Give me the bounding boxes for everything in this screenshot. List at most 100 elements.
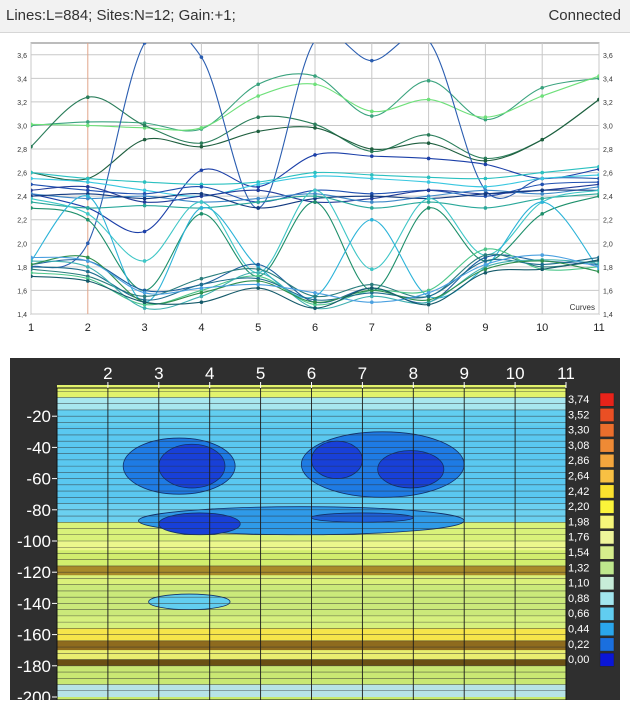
legend-swatch <box>599 499 615 514</box>
legend-label: 2,42 <box>568 486 589 498</box>
series-point <box>86 259 90 263</box>
series-point <box>142 290 147 295</box>
series-point <box>313 122 317 127</box>
curves-corner-label: Curves <box>570 303 595 312</box>
y-tick-label-left: 1,6 <box>17 288 27 295</box>
contour-chart[interactable]: 2 3 4 5 6 7 8 9 10 11 -20 -40 -60 -80 -100 -120 -140 -160… <box>10 358 620 705</box>
x-tick-label: 10 <box>536 322 548 334</box>
y-tick-label-left: 1,4 <box>17 312 27 319</box>
series-point <box>597 97 599 102</box>
series-point <box>256 200 261 204</box>
series-point <box>86 241 90 246</box>
x-tick-label: 6 <box>312 322 318 334</box>
series-point <box>597 184 599 189</box>
series-point <box>540 253 544 257</box>
y-tick-label-left: 3,4 <box>17 76 27 83</box>
series-point <box>597 269 599 274</box>
legend-label: 0,00 <box>568 654 589 666</box>
series-point <box>142 180 147 184</box>
y-tick-label: -100 <box>17 532 51 551</box>
series-point <box>370 300 374 305</box>
x-tick-label: 5 <box>256 364 265 383</box>
x-tick-label: 4 <box>198 322 204 334</box>
contour-chart-panel[interactable]: 2 3 4 5 6 7 8 9 10 11 -20 -40 -60 -80 -100 -120 -140 -160… <box>10 358 620 705</box>
legend-swatch <box>599 561 615 575</box>
legend-label: 2,64 <box>568 471 589 483</box>
y-tick-label: -160 <box>17 626 51 645</box>
series-point <box>31 196 33 201</box>
y-tick-label-right: 1,6 <box>603 288 613 295</box>
legend-label: 3,30 <box>568 425 589 437</box>
series-point <box>540 170 544 175</box>
series-point <box>540 196 544 201</box>
series-point <box>199 55 204 59</box>
series-point <box>142 300 147 305</box>
x-tick-label: 8 <box>409 364 418 383</box>
series-point <box>142 43 147 45</box>
series-point <box>313 39 317 43</box>
series-point <box>31 274 33 279</box>
series-point <box>256 94 261 98</box>
series-point <box>540 85 544 90</box>
x-tick-label: 3 <box>154 364 163 383</box>
series-point <box>597 173 599 177</box>
series-point <box>142 229 147 234</box>
series-point <box>426 200 431 204</box>
series-point <box>540 188 544 193</box>
series-point <box>142 259 147 263</box>
legend-label: 1,98 <box>568 516 589 528</box>
series-point <box>427 39 431 43</box>
series-point <box>426 206 431 210</box>
series-point <box>483 259 488 263</box>
legend-swatch <box>599 515 615 529</box>
y-tick-label: -140 <box>17 594 51 613</box>
contour-region <box>377 450 445 489</box>
y-tick-label: -180 <box>17 657 51 676</box>
curves-chart[interactable]: 1,4 1,4 1,6 1,6 1,8 1,8 2,0 2,0 2,2 2,2 2,4 2,4 2,6 2… <box>0 33 630 343</box>
series-point <box>370 294 374 299</box>
series-point <box>31 182 33 187</box>
series-line <box>31 73 599 132</box>
series-point <box>540 267 544 272</box>
series-point <box>86 194 90 198</box>
series-point <box>483 159 488 163</box>
legend-label: 0,44 <box>568 624 589 636</box>
series-point <box>142 294 147 299</box>
legend-label: 1,32 <box>568 562 589 574</box>
legend-label: 2,20 <box>568 501 589 513</box>
legend-swatch <box>599 637 615 652</box>
series-point <box>199 276 204 281</box>
series-point <box>31 200 33 204</box>
series-point <box>483 188 488 193</box>
series-point <box>86 184 90 189</box>
series-point <box>86 279 90 283</box>
legend-swatch <box>599 408 615 422</box>
series-point <box>483 267 488 272</box>
series-point <box>540 192 544 196</box>
x-tick-label: 1 <box>28 322 34 334</box>
curves-chart-panel[interactable]: 1,4 1,4 1,6 1,6 1,8 1,8 2,0 2,0 2,2 2,2 2,4 2,4 2,6 2… <box>0 33 630 343</box>
series-point <box>256 286 261 290</box>
series-point <box>31 262 33 267</box>
series-point <box>483 184 488 189</box>
series-point <box>426 302 431 307</box>
series-point <box>483 253 488 257</box>
series-point <box>86 265 90 269</box>
series-point <box>426 175 431 180</box>
series-point <box>199 192 204 196</box>
series-point <box>370 109 374 114</box>
series-point <box>426 294 431 299</box>
series-point <box>370 147 374 151</box>
legend-label: 3,74 <box>568 394 589 406</box>
x-tick-label: 10 <box>506 364 525 383</box>
series-point <box>256 196 261 201</box>
y-tick-label-right: 3,2 <box>603 100 613 107</box>
legend-swatch <box>599 545 615 560</box>
x-tick-label: 2 <box>103 364 112 383</box>
series-point <box>313 290 317 295</box>
series-point <box>199 141 204 145</box>
series-point <box>86 212 90 216</box>
x-tick-label: 3 <box>142 322 148 334</box>
series-point <box>483 115 488 120</box>
series-point <box>540 262 544 267</box>
